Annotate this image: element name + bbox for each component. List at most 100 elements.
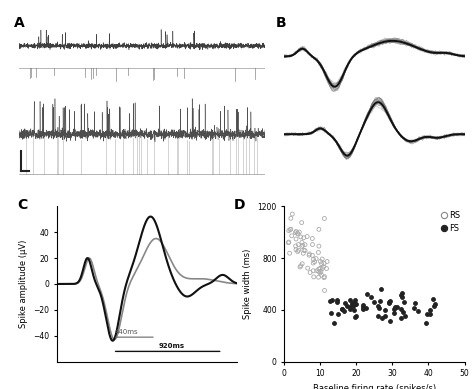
Point xyxy=(375,305,383,311)
Point xyxy=(306,269,314,275)
Point xyxy=(348,300,356,306)
Point xyxy=(376,298,384,304)
Point xyxy=(320,264,328,270)
Point xyxy=(351,314,359,320)
Point xyxy=(292,243,300,249)
Point xyxy=(285,239,292,245)
Point xyxy=(349,303,357,309)
Point xyxy=(305,252,313,258)
Point xyxy=(296,264,304,270)
Point xyxy=(317,258,324,265)
Point xyxy=(306,251,313,257)
Point xyxy=(294,242,302,248)
Point xyxy=(294,231,302,237)
Point xyxy=(300,235,308,241)
Point xyxy=(327,310,334,316)
Point xyxy=(320,275,328,281)
Point xyxy=(287,226,295,232)
Point xyxy=(310,274,318,280)
Point xyxy=(285,228,292,234)
Point xyxy=(301,242,309,248)
Point xyxy=(292,230,299,236)
Point xyxy=(316,265,324,272)
Point xyxy=(294,230,301,237)
Point xyxy=(427,307,434,313)
Point xyxy=(338,305,346,312)
Point xyxy=(352,313,360,319)
Point xyxy=(303,233,311,240)
Point xyxy=(298,219,305,226)
Point xyxy=(349,300,356,306)
Point xyxy=(323,258,331,265)
Point xyxy=(310,260,317,266)
Point xyxy=(391,306,398,312)
Point xyxy=(320,216,328,222)
Point xyxy=(359,301,366,308)
Point xyxy=(300,250,307,256)
Point xyxy=(350,307,357,313)
Point xyxy=(333,298,341,305)
Point xyxy=(313,268,320,274)
Point xyxy=(386,318,393,324)
Point xyxy=(310,268,317,274)
Point xyxy=(385,300,393,306)
Point xyxy=(294,249,301,255)
Point xyxy=(359,304,367,310)
Point xyxy=(335,311,342,317)
Point xyxy=(399,290,406,296)
Point xyxy=(295,247,302,253)
Point xyxy=(328,296,336,303)
Point xyxy=(423,311,431,317)
Point xyxy=(309,242,316,248)
Point xyxy=(304,265,311,271)
Point xyxy=(292,247,300,253)
Point xyxy=(338,306,346,312)
Point xyxy=(298,239,306,245)
Point xyxy=(382,313,389,319)
Point xyxy=(346,296,354,303)
X-axis label: Baseline firing rate (spikes/s): Baseline firing rate (spikes/s) xyxy=(313,384,436,389)
Point xyxy=(352,301,359,307)
Point xyxy=(351,301,358,307)
Point xyxy=(431,300,438,307)
Text: B: B xyxy=(275,16,286,30)
Point xyxy=(414,308,421,315)
Text: C: C xyxy=(17,198,27,212)
Point xyxy=(301,247,309,254)
Point xyxy=(401,313,409,319)
Point xyxy=(319,265,326,272)
Point xyxy=(315,249,322,256)
Point xyxy=(323,265,330,272)
Point xyxy=(393,304,401,310)
Point xyxy=(316,270,324,276)
Text: 920ms: 920ms xyxy=(159,343,185,349)
Point xyxy=(398,292,405,298)
Point xyxy=(289,211,296,217)
Point xyxy=(333,296,340,303)
Point xyxy=(377,286,384,292)
Point xyxy=(315,243,323,249)
Point xyxy=(297,234,305,240)
Point xyxy=(292,228,300,235)
Point xyxy=(318,272,326,278)
Point xyxy=(330,320,337,326)
Point xyxy=(321,287,328,294)
Point xyxy=(297,263,305,269)
Point xyxy=(391,310,398,316)
Point xyxy=(386,298,394,305)
Point xyxy=(292,236,300,242)
Point xyxy=(381,307,389,314)
Y-axis label: Spike width (ms): Spike width (ms) xyxy=(243,249,252,319)
Point xyxy=(367,294,374,300)
Point xyxy=(311,259,319,265)
Point xyxy=(312,256,320,262)
Point xyxy=(410,305,418,311)
Point xyxy=(346,305,354,312)
Point xyxy=(347,303,355,309)
Point xyxy=(374,303,382,309)
Text: 440ms: 440ms xyxy=(115,329,138,335)
Point xyxy=(315,268,322,275)
Point xyxy=(326,298,334,305)
Point xyxy=(359,306,366,312)
Point xyxy=(422,320,430,326)
